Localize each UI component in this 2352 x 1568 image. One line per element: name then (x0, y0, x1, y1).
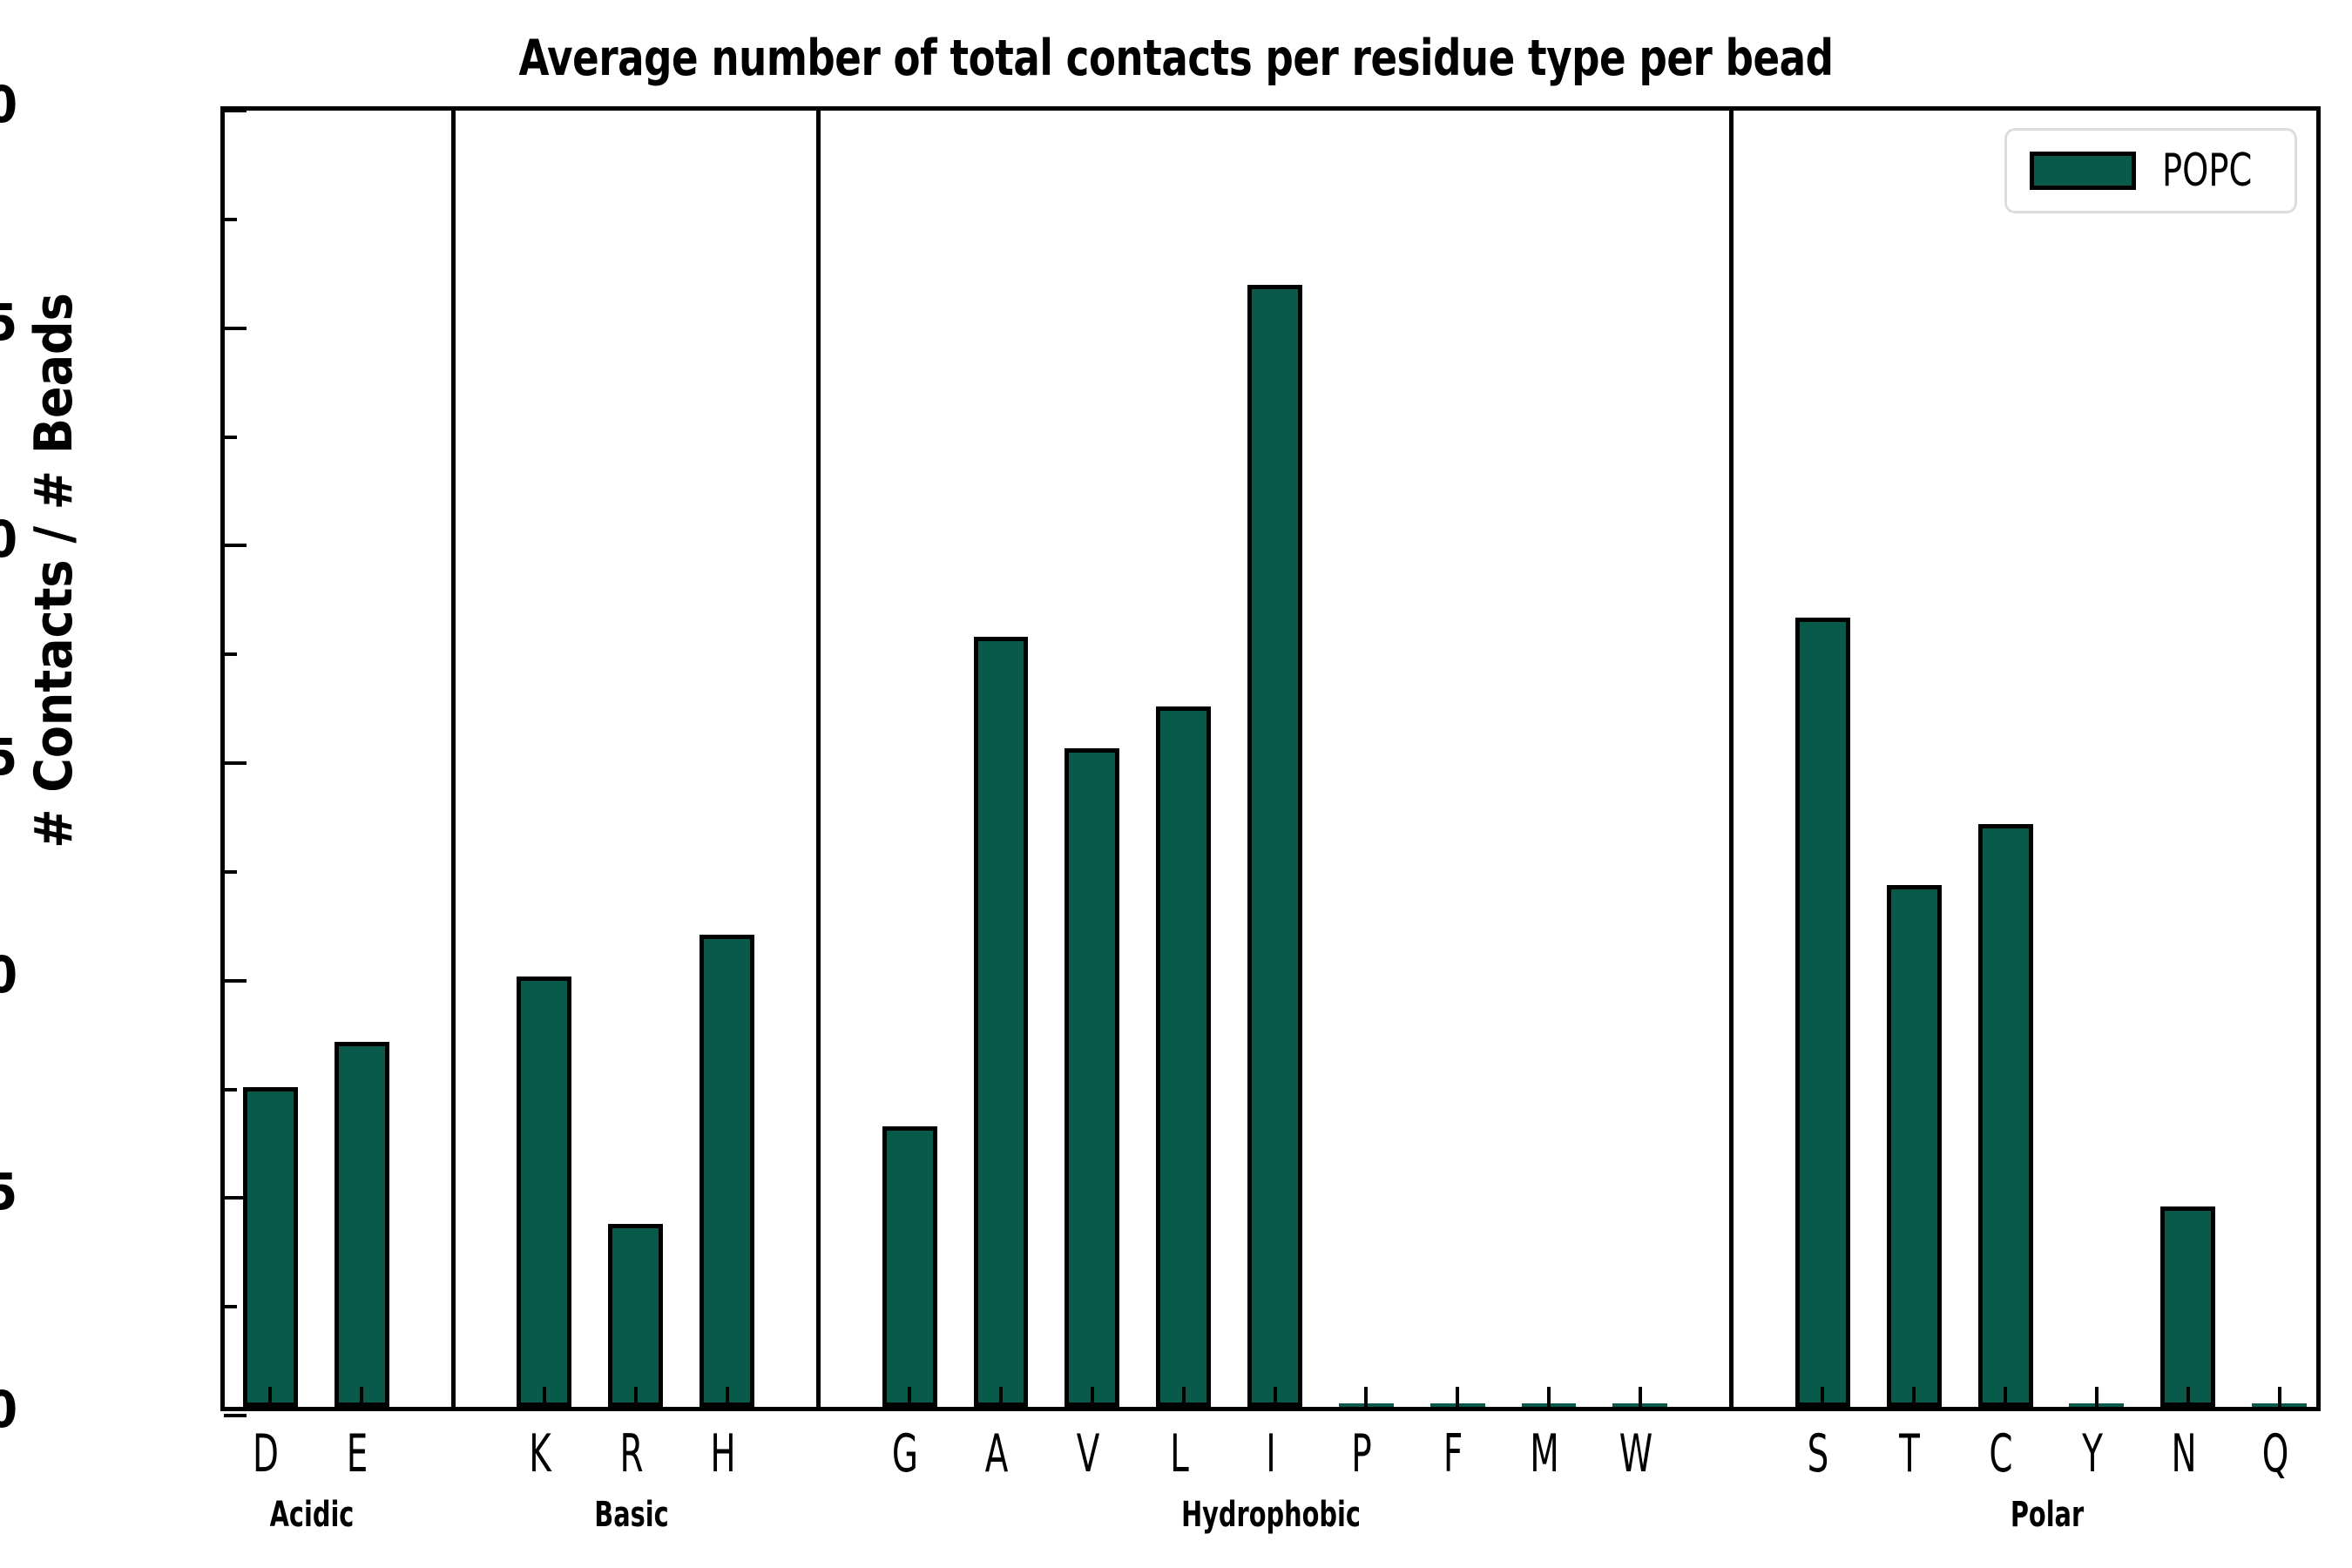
bars-layer (225, 111, 2316, 1407)
x-tick-label-L: L (1169, 1423, 1189, 1484)
x-tick-P (1364, 1387, 1369, 1408)
y-tick-label-0.0: 0.0 (0, 1380, 17, 1439)
bar-G (882, 1125, 937, 1407)
y-tick-minor (224, 1087, 237, 1092)
legend-label-popc: POPC (2162, 145, 2253, 197)
bar-A (973, 637, 1029, 1407)
y-tick-minor (224, 869, 237, 874)
bar-N (2160, 1206, 2216, 1407)
y-tick-label-0.5: 0.5 (0, 1162, 17, 1222)
bar-H (700, 935, 754, 1407)
group-label-hydrophobic: Hydrophobic (1180, 1495, 1361, 1535)
x-tick-F (1456, 1387, 1460, 1408)
x-tick-C (2004, 1387, 2008, 1408)
x-tick-label-R: R (619, 1423, 644, 1484)
y-tick-minor (224, 217, 237, 221)
x-tick-label-T: T (1899, 1423, 1921, 1484)
x-tick-M (1546, 1387, 1551, 1408)
x-tick-L (1181, 1387, 1186, 1408)
x-tick-label-V: V (1076, 1423, 1100, 1484)
bar-C (1977, 823, 2033, 1407)
x-tick-A (999, 1387, 1004, 1408)
x-tick-W (1638, 1387, 1642, 1408)
x-tick-label-H: H (709, 1423, 736, 1484)
group-separator-1 (815, 111, 821, 1407)
bar-D (242, 1087, 298, 1407)
x-tick-T (1912, 1387, 1916, 1408)
y-tick-0.5 (224, 1196, 247, 1200)
y-tick-1.0 (224, 978, 247, 983)
x-tick-label-A: A (984, 1423, 1009, 1484)
y-tick-minor (224, 435, 237, 439)
x-tick-label-W: W (1619, 1423, 1653, 1484)
x-tick-label-I: I (1265, 1423, 1276, 1484)
bar-E (334, 1041, 389, 1407)
group-label-basic: Basic (593, 1495, 669, 1535)
y-tick-minor (224, 652, 237, 657)
legend[interactable]: POPC (2004, 128, 2297, 213)
y-axis-label: # Contacts / # Beads (24, 293, 84, 848)
x-tick-label-S: S (1808, 1423, 1829, 1484)
x-tick-label-G: G (892, 1423, 919, 1484)
group-label-acidic: Acidic (269, 1495, 355, 1535)
x-tick-E (360, 1387, 364, 1408)
x-tick-R (633, 1387, 638, 1408)
x-tick-G (908, 1387, 912, 1408)
y-tick-3.0 (224, 109, 247, 112)
x-tick-N (2186, 1387, 2190, 1408)
x-tick-label-Q: Q (2261, 1423, 2288, 1484)
y-tick-1.5 (224, 761, 247, 765)
y-tick-label-2.0: 2.0 (0, 510, 17, 570)
x-tick-S (1821, 1387, 1825, 1408)
y-tick-label-2.5: 2.5 (0, 292, 17, 352)
x-tick-Y (2094, 1387, 2099, 1408)
group-separator-0 (450, 111, 456, 1407)
x-tick-H (725, 1387, 729, 1408)
x-tick-I (1273, 1387, 1277, 1408)
y-tick-label-3.0: 3.0 (0, 75, 17, 134)
x-tick-K (542, 1387, 546, 1408)
plot-area: POPC (220, 106, 2321, 1417)
x-tick-label-N: N (2171, 1423, 2197, 1484)
group-label-polar: Polar (2010, 1495, 2084, 1535)
x-tick-Q (2277, 1387, 2281, 1408)
x-tick-V (1090, 1387, 1094, 1408)
x-tick-label-P: P (1351, 1423, 1373, 1484)
x-tick-label-K: K (529, 1423, 551, 1484)
y-tick-label-1.0: 1.0 (0, 944, 17, 1004)
bar-I (1247, 284, 1302, 1407)
legend-swatch-popc (2030, 152, 2137, 190)
bar-V (1064, 747, 1120, 1407)
bar-K (517, 976, 572, 1407)
bar-L (1156, 706, 1212, 1407)
y-tick-label-1.5: 1.5 (0, 727, 17, 787)
y-tick-2.5 (224, 326, 247, 330)
x-tick-label-D: D (253, 1423, 280, 1484)
x-tick-label-M: M (1530, 1423, 1559, 1484)
x-tick-label-E: E (346, 1423, 368, 1484)
group-separator-2 (1729, 111, 1734, 1407)
x-tick-label-C: C (1989, 1423, 2013, 1484)
bar-S (1795, 617, 1850, 1407)
x-tick-label-Y: Y (2082, 1423, 2103, 1484)
x-tick-D (268, 1387, 273, 1408)
bar-T (1886, 884, 1942, 1407)
y-tick-2.0 (224, 544, 247, 548)
y-tick-minor (224, 1305, 237, 1309)
y-tick-0.0 (224, 1414, 247, 1417)
chart-title: Average number of total contacts per res… (518, 30, 1834, 87)
x-tick-label-F: F (1443, 1423, 1463, 1484)
bar-R (608, 1224, 664, 1407)
